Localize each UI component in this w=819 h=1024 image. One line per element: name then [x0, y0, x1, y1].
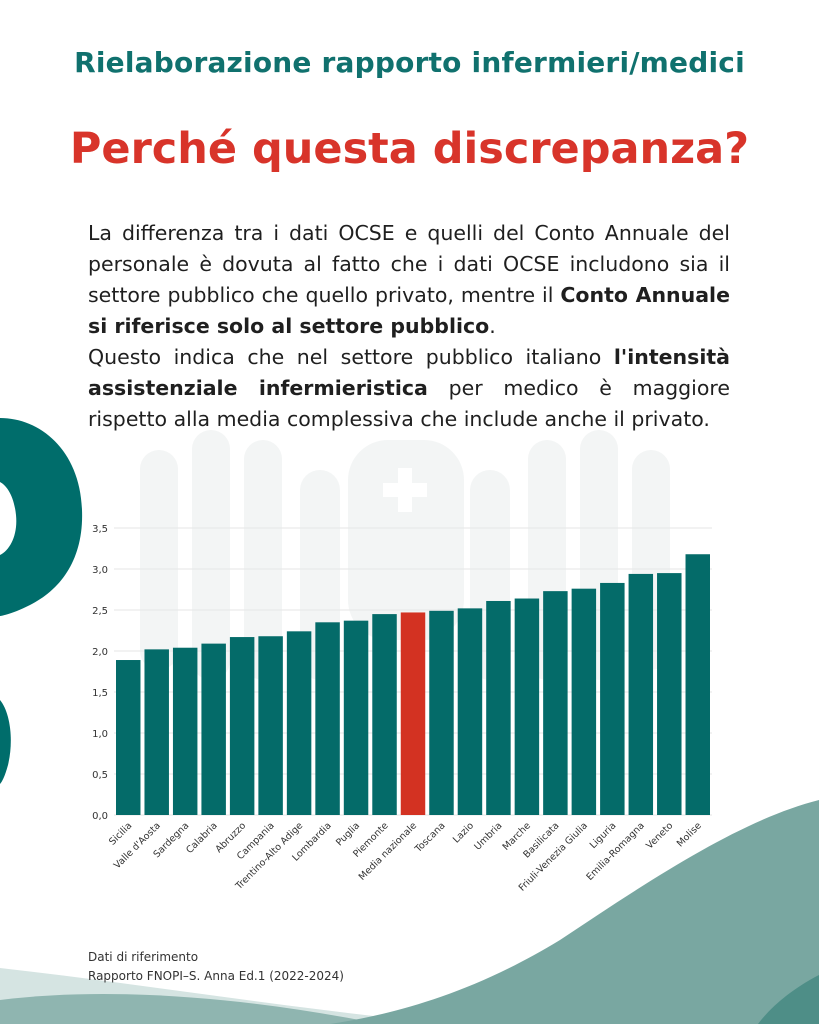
- bar-toscana: [429, 610, 454, 815]
- x-tick-label: Veneto: [644, 820, 675, 851]
- y-axis-ticks: 0,0 0,5 1,0 1,5 2,0 2,5 3,0 3,5: [92, 524, 108, 822]
- x-tick-label: Umbria: [472, 820, 504, 852]
- bar-veneto: [657, 573, 682, 815]
- x-tick-label: Molise: [675, 820, 704, 849]
- bar-friuli-venezia-giulia: [571, 588, 597, 815]
- paragraph-2-bold: l'intensità assistenziale infermieristic…: [88, 345, 730, 400]
- bar-marche: [514, 598, 540, 815]
- bar-lombardia: [315, 622, 340, 815]
- bar-sardegna: [172, 647, 198, 815]
- bottom-wave-mid: [0, 993, 380, 1024]
- paragraph-2: Questo indica che nel settore pubblico i…: [88, 342, 730, 435]
- paragraph-1-end: .: [489, 314, 496, 338]
- bar-umbria: [486, 600, 511, 815]
- bar-liguria: [600, 582, 625, 815]
- header-title: Rielaborazione rapporto infermieri/medic…: [74, 46, 745, 79]
- source-note: Dati di riferimento Rapporto FNOPI–S. An…: [88, 948, 344, 986]
- bar-piemonte: [372, 614, 397, 815]
- x-tick-label: Lazio: [451, 820, 476, 845]
- page-title: Perché questa discrepanza?: [69, 124, 750, 174]
- y-tick-label: 0,5: [92, 770, 108, 781]
- x-tick-label: Toscana: [412, 820, 447, 855]
- bar-puglia: [343, 620, 369, 815]
- bar-lazio: [457, 608, 483, 815]
- bar-calabria: [201, 643, 226, 815]
- y-tick-label: 1,0: [92, 729, 108, 740]
- y-tick-label: 2,0: [92, 647, 108, 658]
- bottom-wave-right: [330, 800, 819, 1024]
- source-line-1: Dati di riferimento: [88, 950, 199, 964]
- bar-emilia-romagna: [628, 573, 654, 815]
- y-tick-label: 3,5: [92, 524, 108, 535]
- bar-media-nazionale: [400, 612, 426, 815]
- bar-abruzzo: [229, 637, 255, 815]
- bar-campania: [258, 636, 283, 815]
- bar-valle-d-aosta: [144, 649, 169, 815]
- paragraph-1-bold: Conto Annuale si riferisce solo al setto…: [88, 283, 730, 338]
- paragraph-2-end: per medico è maggiore rispetto alla medi…: [88, 376, 730, 431]
- question-mark-shape: [0, 418, 83, 616]
- cross-watermark: [383, 468, 427, 512]
- bar-molise: [685, 554, 710, 815]
- x-tick-label: Sicilia: [107, 820, 134, 847]
- bar-trentino-alto-adige: [286, 631, 312, 815]
- paragraph-2-text: Questo indica che nel settore pubblico i…: [88, 345, 614, 369]
- chart-bars: [116, 554, 710, 815]
- paragraph-1-text: La differenza tra i dati OCSE e quelli d…: [88, 221, 730, 307]
- question-mark-dot-shape: [0, 700, 11, 784]
- y-tick-label: 0,0: [92, 811, 108, 822]
- bottom-wave-right-dark: [758, 975, 819, 1024]
- x-tick-label: Calabria: [184, 820, 220, 856]
- paragraph-1: La differenza tra i dati OCSE e quelli d…: [88, 218, 730, 342]
- y-tick-label: 3,0: [92, 565, 108, 576]
- bar-sicilia: [116, 660, 141, 815]
- bar-basilicata: [543, 591, 568, 815]
- body-text: La differenza tra i dati OCSE e quelli d…: [88, 218, 730, 435]
- y-tick-label: 1,5: [92, 688, 108, 699]
- source-line-2: Rapporto FNOPI–S. Anna Ed.1 (2022-2024): [88, 969, 344, 983]
- y-tick-label: 2,5: [92, 606, 108, 617]
